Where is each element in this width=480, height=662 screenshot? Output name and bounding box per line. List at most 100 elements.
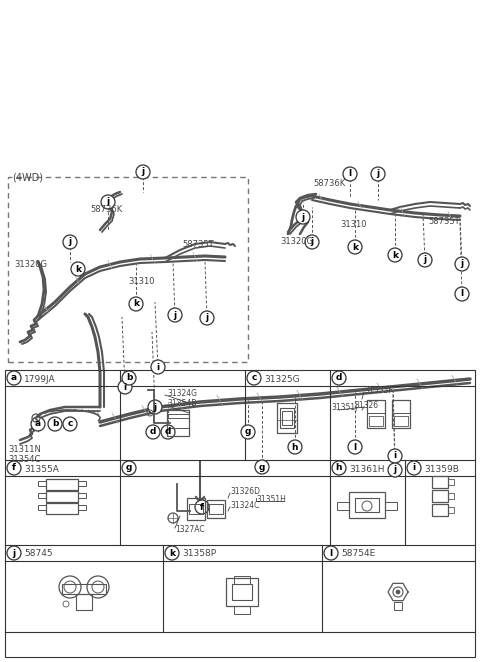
Circle shape	[7, 546, 21, 560]
Text: l: l	[329, 549, 333, 557]
Circle shape	[348, 240, 362, 254]
Circle shape	[332, 371, 346, 385]
Text: j: j	[205, 314, 209, 322]
Text: j: j	[423, 256, 427, 265]
Bar	[432, 490, 448, 502]
Circle shape	[118, 380, 132, 394]
Text: 58745: 58745	[24, 549, 53, 559]
Text: l: l	[348, 169, 351, 179]
Text: 31311N: 31311N	[8, 445, 41, 454]
Circle shape	[396, 590, 400, 594]
Bar	[209, 504, 223, 514]
Circle shape	[388, 449, 402, 463]
Text: k: k	[133, 299, 139, 308]
Text: i: i	[394, 451, 396, 461]
Circle shape	[63, 235, 77, 249]
Text: b: b	[52, 420, 58, 428]
Text: k: k	[392, 250, 398, 260]
Text: g: g	[259, 463, 265, 471]
Circle shape	[63, 417, 77, 431]
Text: k: k	[75, 265, 81, 273]
Text: j: j	[376, 169, 380, 179]
Circle shape	[195, 500, 209, 514]
Circle shape	[151, 360, 165, 374]
Text: j: j	[311, 238, 313, 246]
Text: d: d	[336, 373, 342, 383]
Circle shape	[122, 371, 136, 385]
Bar	[277, 403, 297, 433]
Bar	[78, 493, 86, 498]
Circle shape	[129, 297, 143, 311]
Bar	[232, 584, 252, 600]
Text: 1799JA: 1799JA	[24, 375, 56, 383]
Circle shape	[332, 461, 346, 475]
Text: 58735T: 58735T	[182, 240, 214, 249]
Text: 31324C: 31324C	[230, 501, 259, 510]
Bar	[187, 498, 205, 520]
Bar	[349, 492, 385, 518]
Circle shape	[148, 400, 162, 414]
Bar	[355, 498, 379, 512]
Circle shape	[343, 167, 357, 181]
Circle shape	[241, 425, 255, 439]
Text: j: j	[460, 260, 464, 269]
Bar	[167, 410, 189, 436]
Text: 31320G: 31320G	[14, 260, 47, 269]
Text: f: f	[12, 463, 16, 473]
Circle shape	[31, 417, 45, 431]
Bar	[448, 479, 454, 485]
Circle shape	[305, 235, 319, 249]
Text: k: k	[169, 549, 175, 557]
Bar	[46, 491, 78, 502]
Bar	[78, 505, 86, 510]
Text: h: h	[292, 442, 298, 451]
Circle shape	[168, 308, 182, 322]
Bar	[394, 416, 408, 426]
Bar	[76, 594, 92, 610]
Bar	[46, 479, 78, 490]
Bar	[392, 400, 410, 413]
Text: 31326: 31326	[354, 401, 378, 410]
Bar	[282, 411, 292, 425]
Text: c: c	[252, 373, 257, 383]
Bar	[189, 504, 203, 514]
Bar	[38, 493, 46, 498]
Circle shape	[418, 253, 432, 267]
Bar	[432, 504, 448, 516]
Circle shape	[348, 440, 362, 454]
Circle shape	[165, 546, 179, 560]
Text: g: g	[126, 463, 132, 473]
Text: j: j	[154, 402, 156, 412]
Circle shape	[101, 195, 115, 209]
Circle shape	[7, 461, 21, 475]
Circle shape	[388, 463, 402, 477]
Text: k: k	[352, 242, 358, 252]
Circle shape	[296, 210, 310, 224]
Circle shape	[48, 417, 62, 431]
Bar	[280, 408, 294, 428]
Text: 31324G: 31324G	[167, 389, 197, 398]
Bar	[38, 505, 46, 510]
Bar	[78, 481, 86, 486]
Bar	[167, 410, 189, 414]
Bar	[432, 476, 448, 488]
Text: 31361H: 31361H	[349, 465, 384, 473]
Bar	[5, 370, 475, 657]
Text: c: c	[67, 420, 72, 428]
Bar	[448, 493, 454, 499]
Bar	[369, 416, 383, 426]
Text: d: d	[150, 428, 156, 436]
Circle shape	[71, 262, 85, 276]
Circle shape	[255, 460, 269, 474]
Circle shape	[200, 311, 214, 325]
Text: a: a	[35, 420, 41, 428]
Text: g: g	[245, 428, 251, 436]
Text: 31354B: 31354B	[167, 399, 196, 408]
Circle shape	[122, 461, 136, 475]
Text: 31359B: 31359B	[424, 465, 459, 473]
Text: i: i	[412, 463, 416, 473]
Bar	[226, 578, 258, 606]
Text: j: j	[301, 213, 305, 222]
Text: i: i	[156, 363, 159, 371]
Circle shape	[455, 257, 469, 271]
